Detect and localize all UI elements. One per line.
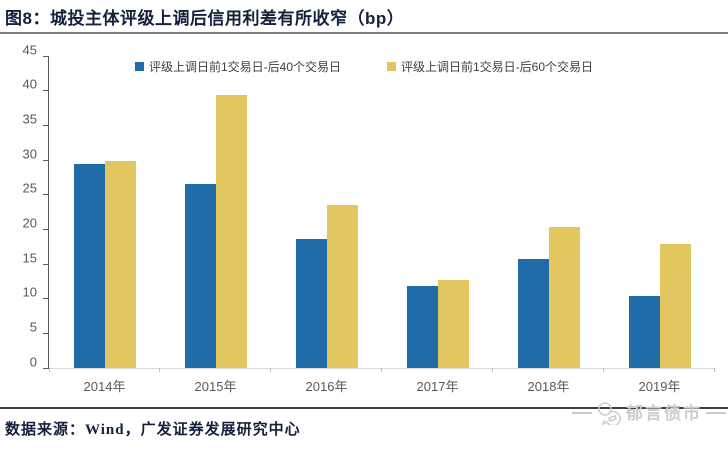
x-boundary-tick [159, 368, 160, 372]
x-axis-line [49, 368, 715, 369]
bar-series2-2014年 [104, 161, 136, 368]
bar-group-2017年: 2017年 [382, 56, 493, 394]
bar-series2-2018年 [548, 227, 580, 368]
y-tick-mark [43, 159, 49, 161]
y-tick-mark [43, 55, 49, 57]
bar-groups: 2014年 2015年 2016年 2017年 2018年 2019年 [49, 56, 715, 394]
y-tick-label: 35 [22, 111, 37, 127]
megaphone-bubble-icon [596, 401, 622, 425]
x-boundary-tick [603, 368, 604, 372]
y-tick-label: 15 [22, 250, 37, 265]
bar-series1-2015年 [184, 183, 216, 368]
legend: 评级上调日前1交易日-后40个交易日 评级上调日前1交易日-后60个交易日 [0, 58, 728, 75]
x-tick-label: 2017年 [416, 379, 459, 394]
bar-group-2014年: 2014年 [49, 56, 160, 394]
x-tick-label: 2015年 [194, 379, 237, 394]
y-tick-label: 40 [22, 76, 37, 92]
y-tick-label: 20 [22, 215, 37, 231]
bar-series2-2017年 [437, 279, 469, 368]
source-note: 数据来源：Wind，广发证券发展研究中心 [5, 422, 301, 438]
legend-label: 评级上调日前1交易日-后60个交易日 [401, 60, 594, 74]
legend-label: 评级上调日前1交易日-后40个交易日 [148, 60, 341, 74]
bar-group-2019年: 2019年 [604, 56, 715, 394]
bar-series1-2018年 [517, 259, 549, 368]
y-tick-label: 5 [29, 319, 37, 335]
bar-series2-2016年 [326, 205, 358, 368]
y-tick-mark [43, 228, 49, 230]
y-tick-mark [43, 367, 49, 369]
y-tick-mark [43, 332, 49, 334]
y-tick-mark [43, 124, 49, 126]
y-tick-mark [43, 194, 49, 196]
chart-area: 评级上调日前1交易日-后40个交易日 评级上调日前1交易日-后60个交易日 201… [0, 34, 728, 407]
y-tick-label: 30 [22, 146, 37, 161]
y-tick-label: 0 [29, 354, 37, 369]
bar-group-2018年: 2018年 [493, 56, 604, 394]
bar-series1-2019年 [628, 295, 660, 368]
x-boundary-tick [49, 368, 50, 372]
bar-series1-2014年 [73, 164, 105, 368]
legend-item-2: 评级上调日前1交易日-后60个交易日 [387, 58, 593, 75]
bar-series2-2019年 [659, 243, 691, 368]
x-tick-label: 2018年 [527, 379, 570, 394]
bar-series1-2016年 [295, 239, 327, 368]
figure-header: 图8：城投主体评级上调后信用利差有所收窄（bp） [0, 0, 728, 34]
x-tick-label: 2014年 [83, 379, 126, 394]
y-tick-mark [43, 263, 49, 265]
figure-footer: 数据来源：Wind，广发证券发展研究中心 郁言债市 [0, 402, 728, 447]
y-tick-mark [43, 90, 49, 92]
x-tick-label: 2016年 [305, 379, 348, 394]
x-boundary-tick [714, 368, 715, 372]
bar-group-2015年: 2015年 [160, 56, 271, 394]
x-boundary-tick [492, 368, 493, 372]
logo-left-dash [572, 412, 592, 414]
bar-group-2016年: 2016年 [271, 56, 382, 394]
y-tick-label: 10 [22, 284, 37, 300]
legend-item-1: 评级上调日前1交易日-后40个交易日 [134, 58, 341, 75]
brand-logo: 郁言债市 [572, 401, 726, 425]
legend-marker [387, 62, 396, 71]
y-tick-label: 45 [22, 42, 37, 57]
x-tick-label: 2019年 [638, 379, 681, 394]
bar-series1-2017年 [406, 286, 438, 368]
bar-series2-2015年 [215, 94, 247, 368]
x-boundary-tick [381, 368, 382, 372]
x-boundary-tick [270, 368, 271, 372]
logo-text: 郁言债市 [626, 403, 702, 423]
y-tick-mark [43, 298, 49, 300]
y-tick-label: 25 [22, 180, 37, 196]
legend-marker [134, 62, 144, 71]
page-title: 图8：城投主体评级上调后信用利差有所收窄（bp） [5, 8, 405, 28]
plot-area: 2014年 2015年 2016年 2017年 2018年 2019年 0 5 10 15 20 2… [23, 43, 715, 394]
logo-right-dash [706, 412, 726, 414]
